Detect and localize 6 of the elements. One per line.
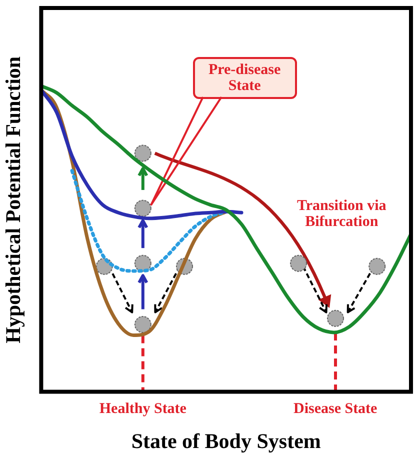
y-axis-title: Hypothetical Potential Function (1, 56, 26, 344)
x-axis-title: State of Body System (131, 428, 322, 453)
text: Healthy State (99, 400, 186, 417)
annotation: Pre-disease State (192, 57, 297, 99)
text: Disease State (293, 400, 378, 417)
annotation: Transition via Bifurcation (296, 198, 388, 230)
